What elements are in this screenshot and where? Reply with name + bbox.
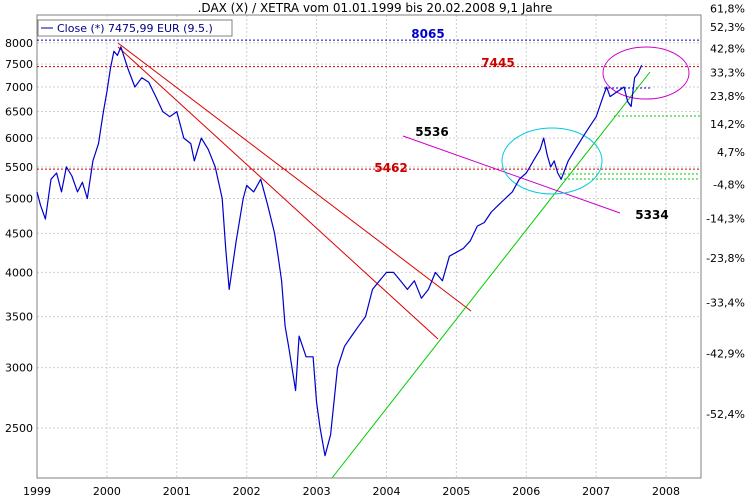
annotation-label-7445: 7445 [481, 56, 514, 70]
y-tick-label: 4000 [5, 266, 33, 279]
y-axis-right: 61,8% 52,3% 42,8% 33,3% 23,8% 14,2% 4,7% -4,8% -… [706, 2, 745, 420]
legend-box [37, 19, 233, 37]
right-tick-label: 52,3% [710, 21, 745, 34]
x-tick-label: 2005 [442, 485, 470, 498]
close-series-line [36, 46, 643, 457]
y-tick-label: 6500 [5, 106, 33, 119]
y-tick-label: 7500 [5, 58, 33, 71]
legend-label: Close (*) 7475,99 EUR (9.5.) [57, 22, 213, 35]
annotation-label-8065: 8065 [411, 27, 444, 41]
cyan-ellipse [501, 127, 603, 195]
red-trendline-upper [117, 42, 472, 312]
y-tick-label: 4500 [5, 227, 33, 240]
x-tick-label: 2002 [233, 485, 261, 498]
red-trendline-lower [117, 46, 439, 340]
y-tick-label: 7000 [5, 81, 33, 94]
annotation-label-5536: 5536 [415, 125, 448, 139]
right-tick-label: 4,7% [717, 146, 745, 159]
x-tick-label: 2008 [652, 485, 680, 498]
y-tick-label: 6000 [5, 132, 33, 145]
chart-title: .DAX (X) / XETRA vom 01.01.1999 bis 20.0… [198, 1, 553, 15]
x-tick-label: 2006 [512, 485, 540, 498]
y-tick-label: 2500 [5, 422, 33, 435]
right-tick-label: -14,3% [706, 213, 745, 226]
annotation-label-5462: 5462 [374, 161, 407, 175]
magenta-trendline [402, 135, 621, 214]
right-tick-label: 33,3% [710, 67, 745, 80]
plot-frame [36, 14, 702, 479]
x-axis: 1999 2000 2001 2002 2003 2004 2005 2006 2007 2008 [23, 485, 680, 498]
y-tick-label: 3000 [5, 362, 33, 375]
y-tick-label: 8000 [5, 37, 33, 50]
x-tick-label: 2001 [163, 485, 191, 498]
y-tick-label: 5500 [5, 161, 33, 174]
y-tick-label: 5000 [5, 192, 33, 205]
x-tick-label: 2007 [582, 485, 610, 498]
y-axis-left: 2500 3000 3500 4000 4500 5000 5500 6000 6500 7000… [5, 37, 33, 435]
right-tick-label: 14,2% [710, 118, 745, 131]
green-trendline [331, 71, 651, 479]
annotations: 8065 7445 5536 5462 5334 [374, 27, 668, 222]
reference-lines [37, 39, 701, 180]
y-tick-label: 3500 [5, 311, 33, 324]
legend: Close (*) 7475,99 EUR (9.5.) [37, 19, 233, 37]
x-tick-label: 2003 [303, 485, 331, 498]
right-tick-label: -23,8% [706, 252, 745, 265]
magenta-ellipse [602, 46, 690, 100]
right-tick-label: 23,8% [710, 90, 745, 103]
x-tick-label: 2000 [93, 485, 121, 498]
right-tick-label: -33,4% [706, 296, 745, 309]
annotation-label-5334: 5334 [635, 208, 668, 222]
trend-lines [117, 42, 690, 479]
right-tick-label: -42,9% [706, 348, 745, 361]
right-tick-label: 42,8% [710, 43, 745, 56]
x-tick-label: 2004 [372, 485, 400, 498]
x-tick-label: 1999 [23, 485, 51, 498]
right-tick-label: -52,4% [706, 408, 745, 421]
right-tick-label: -4,8% [713, 178, 745, 191]
right-tick-label: 61,8% [710, 2, 745, 15]
